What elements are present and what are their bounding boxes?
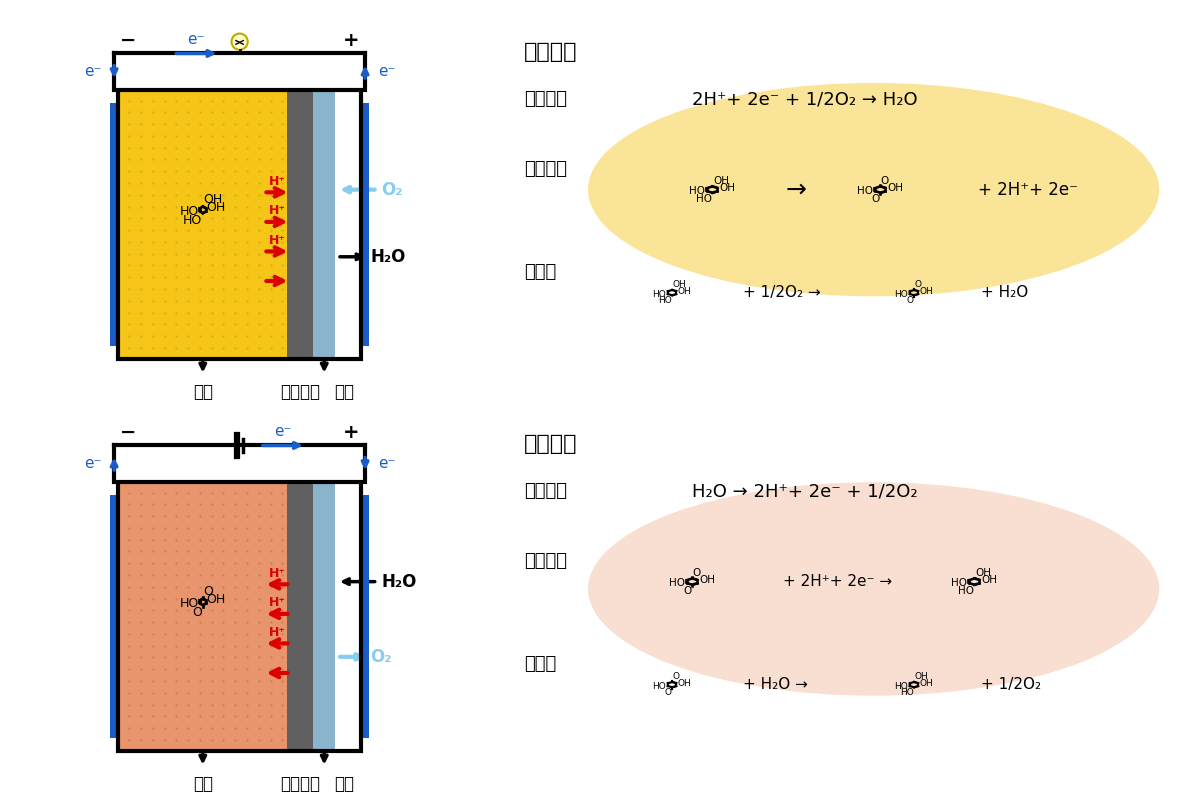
Text: OH: OH [887, 182, 904, 193]
Text: + 2H⁺+ 2e⁻ →: + 2H⁺+ 2e⁻ → [782, 574, 892, 589]
Text: O: O [193, 606, 203, 619]
Text: e⁻: e⁻ [378, 64, 396, 79]
Text: e⁻: e⁻ [187, 32, 205, 47]
Text: 正極反応: 正極反応 [524, 90, 568, 108]
Text: O: O [881, 175, 889, 186]
Text: O₂: O₂ [371, 648, 391, 666]
Text: HO: HO [689, 186, 706, 197]
Text: 電解質膜: 電解質膜 [281, 774, 320, 793]
Text: + 1/2O₂ →: + 1/2O₂ → [743, 285, 821, 300]
Bar [118, 90, 288, 359]
Text: 電解質膜: 電解質膜 [281, 383, 320, 401]
Text: HO: HO [180, 598, 199, 610]
Text: −: − [120, 422, 136, 442]
Text: e⁻: e⁻ [378, 456, 396, 471]
Text: HO: HO [857, 186, 874, 197]
Ellipse shape [588, 482, 1159, 696]
Text: 負極: 負極 [193, 774, 212, 793]
Text: +: + [343, 30, 360, 50]
Text: O: O [672, 672, 679, 682]
Bar [288, 90, 313, 359]
Text: HO: HO [894, 682, 908, 690]
Text: OH: OH [206, 202, 226, 214]
Text: HO: HO [900, 688, 913, 697]
Text: O: O [684, 586, 691, 596]
Text: HO: HO [653, 290, 666, 298]
Text: O: O [871, 194, 880, 204]
Text: 負極: 負極 [193, 383, 212, 401]
Text: H₂O: H₂O [382, 573, 416, 590]
Text: e⁻: e⁻ [274, 424, 292, 439]
Text: H₂O → 2H⁺+ 2e⁻ + 1/2O₂: H₂O → 2H⁺+ 2e⁻ + 1/2O₂ [692, 482, 918, 500]
Text: HO: HO [952, 578, 967, 589]
Text: 負極友応: 負極友応 [524, 160, 568, 178]
Text: OH: OH [206, 594, 226, 606]
Text: H⁺: H⁺ [269, 626, 286, 639]
Bar [118, 482, 361, 751]
Text: +: + [343, 422, 360, 442]
Bar [118, 482, 288, 751]
Text: 正極: 正極 [335, 774, 354, 793]
Text: OH: OH [982, 574, 997, 585]
Text: OH: OH [719, 182, 736, 193]
Text: OH: OH [976, 568, 991, 578]
Text: + 1/2O₂: + 1/2O₂ [982, 677, 1042, 692]
Text: 正極: 正極 [335, 383, 354, 401]
Ellipse shape [588, 83, 1159, 296]
Bar [313, 90, 335, 359]
Text: H⁺: H⁺ [269, 205, 286, 218]
Text: e⁻: e⁻ [84, 64, 101, 79]
Bar [110, 103, 118, 346]
Text: HO: HO [180, 206, 199, 218]
Text: OH: OH [203, 193, 222, 206]
Bar [288, 482, 313, 751]
Text: HO: HO [696, 194, 712, 203]
Text: O: O [692, 567, 701, 578]
Text: O₂: O₂ [382, 181, 403, 198]
Text: →: → [786, 178, 806, 202]
Text: HO: HO [653, 682, 666, 690]
Text: O: O [914, 280, 922, 290]
Text: −: − [120, 30, 136, 50]
Text: + 2H⁺+ 2e⁻: + 2H⁺+ 2e⁻ [978, 181, 1078, 198]
Bar [361, 103, 370, 346]
Text: HO: HO [658, 296, 672, 305]
Text: OH: OH [678, 678, 691, 688]
Text: HO: HO [958, 586, 973, 595]
Text: H⁺: H⁺ [269, 567, 286, 580]
Text: OH: OH [672, 280, 686, 290]
Text: 2H⁺+ 2e⁻ + 1/2O₂ → H₂O: 2H⁺+ 2e⁻ + 1/2O₂ → H₂O [692, 90, 918, 108]
Text: OH: OH [713, 176, 728, 186]
Text: H⁺: H⁺ [269, 175, 286, 188]
Text: H⁺: H⁺ [269, 234, 286, 247]
Bar [110, 495, 118, 738]
Text: e⁻: e⁻ [84, 456, 101, 471]
Text: + H₂O: + H₂O [982, 285, 1028, 300]
Text: OH: OH [700, 574, 715, 585]
Text: 放電反応: 放電反応 [524, 42, 577, 62]
Text: O: O [665, 688, 672, 697]
Text: O: O [203, 585, 212, 598]
Bar [118, 90, 361, 359]
Text: OH: OH [678, 286, 691, 296]
Text: 全反応: 全反応 [524, 263, 557, 282]
Bar [361, 495, 370, 738]
Text: OH: OH [914, 672, 928, 682]
Text: 負極友応: 負極友応 [524, 552, 568, 570]
Text: 充電反応: 充電反応 [524, 434, 577, 454]
Text: OH: OH [919, 678, 934, 688]
Text: HO: HO [184, 214, 203, 227]
Text: HO: HO [670, 578, 685, 589]
Circle shape [232, 34, 247, 50]
Text: 正極反応: 正極反応 [524, 482, 568, 500]
Text: H₂O: H₂O [371, 248, 406, 266]
Text: 全反応: 全反応 [524, 655, 557, 673]
Text: + H₂O →: + H₂O → [743, 677, 808, 692]
Text: HO: HO [894, 290, 908, 298]
Bar [313, 482, 335, 751]
Text: O: O [906, 296, 913, 305]
Text: OH: OH [919, 286, 934, 296]
Text: H⁺: H⁺ [269, 597, 286, 610]
